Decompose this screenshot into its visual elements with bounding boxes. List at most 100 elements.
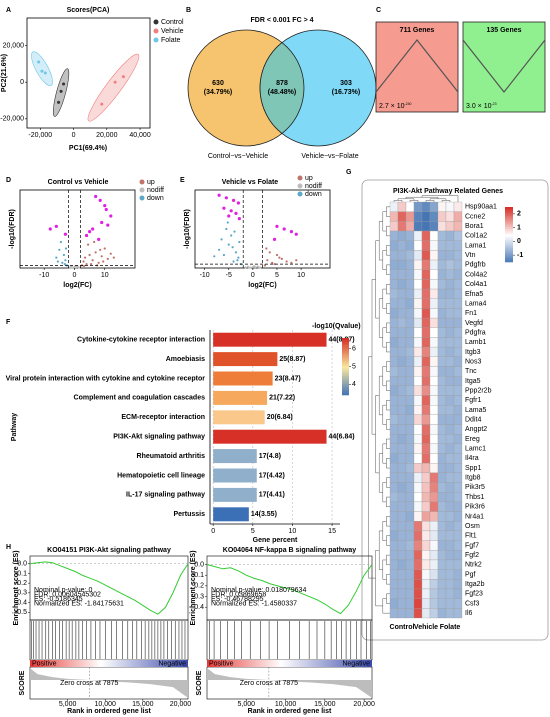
heatmap-cell bbox=[413, 211, 423, 222]
highlight-point bbox=[275, 224, 279, 228]
gene-box bbox=[462, 21, 546, 113]
heatmap-cell bbox=[413, 492, 423, 503]
heatmap-cell bbox=[405, 250, 415, 261]
colorbar-step bbox=[342, 364, 349, 367]
row-label: Itga2b bbox=[465, 581, 485, 588]
chart-title: Scores(PCA) bbox=[67, 7, 110, 14]
heatmap-cell bbox=[445, 288, 455, 299]
dendrogram bbox=[378, 530, 383, 570]
point bbox=[56, 260, 59, 263]
point bbox=[290, 261, 293, 264]
dendrogram bbox=[386, 283, 390, 295]
heatmap-cell bbox=[429, 463, 439, 474]
heatmap-cell bbox=[429, 472, 439, 483]
category-label: Hematopoietic cell lineage bbox=[117, 472, 205, 479]
heatmap-cell bbox=[445, 337, 455, 348]
dendrogram bbox=[382, 211, 387, 232]
heatmap-cell bbox=[413, 356, 423, 367]
highlight-point bbox=[229, 209, 233, 213]
heatmap-cell bbox=[389, 211, 399, 222]
score-area bbox=[30, 668, 188, 698]
row-label: Efna5 bbox=[465, 291, 483, 298]
heatmap-cell bbox=[437, 405, 447, 415]
dendrogram bbox=[425, 200, 435, 202]
highlight-point bbox=[282, 227, 286, 231]
bar bbox=[213, 332, 327, 347]
bar bbox=[213, 390, 268, 405]
heatmap-cell bbox=[445, 463, 455, 474]
colorbar-step bbox=[505, 218, 513, 221]
heatmap-cell bbox=[445, 240, 455, 251]
colorbar-tick-label: 5 bbox=[352, 363, 356, 370]
row-label: Nos3 bbox=[465, 358, 481, 365]
colorbar-step bbox=[505, 238, 513, 241]
point bbox=[93, 240, 96, 244]
heatmap-cell bbox=[421, 211, 431, 222]
point bbox=[36, 60, 41, 64]
heatmap-cell bbox=[445, 298, 455, 309]
row-label: Ccne2 bbox=[465, 213, 485, 220]
heatmap-cell bbox=[445, 588, 455, 599]
heatmap-cell bbox=[397, 453, 407, 464]
heatmap-cell bbox=[413, 250, 423, 261]
point bbox=[70, 266, 74, 269]
colorbar-step bbox=[505, 216, 513, 219]
colorbar-step bbox=[342, 339, 349, 343]
legend-label: down bbox=[147, 195, 164, 202]
legend-swatch bbox=[139, 187, 145, 193]
heatmap-cell bbox=[421, 530, 431, 541]
heatmap-cell bbox=[405, 385, 415, 396]
heatmap-cell bbox=[453, 521, 463, 532]
heatmap-cell bbox=[453, 559, 463, 570]
heatmap-cell bbox=[389, 375, 399, 386]
venn-percent: (34.79%) bbox=[204, 89, 232, 96]
heatmap-cell bbox=[413, 453, 423, 464]
heatmap-cell bbox=[437, 521, 447, 532]
point bbox=[233, 230, 236, 233]
row-label: Pik3r5 bbox=[465, 484, 485, 491]
heatmap-cell bbox=[429, 540, 439, 551]
heatmap-cell bbox=[445, 530, 455, 541]
heatmap-cell bbox=[445, 308, 455, 319]
legend-label: Vehicle bbox=[161, 28, 184, 35]
heatmap-cell bbox=[413, 385, 423, 396]
legend-label: down bbox=[305, 191, 322, 198]
panel-letter: F bbox=[6, 319, 11, 326]
p-value: 2.7 × 10-240 bbox=[379, 102, 412, 110]
y-tick-label: -20,000 bbox=[0, 116, 24, 123]
point bbox=[61, 82, 66, 86]
heatmap-cell bbox=[421, 550, 431, 561]
point bbox=[220, 238, 223, 241]
point bbox=[58, 248, 61, 251]
row-label: Col1a2 bbox=[465, 233, 487, 240]
heatmap-cell bbox=[421, 337, 431, 348]
heatmap-cell bbox=[437, 308, 447, 319]
heatmap-cell bbox=[397, 472, 407, 483]
heatmap-cell bbox=[453, 588, 463, 599]
heatmap-cell bbox=[429, 385, 439, 396]
heatmap-cell bbox=[421, 385, 431, 396]
point bbox=[88, 253, 91, 257]
heatmap-cell bbox=[389, 269, 399, 280]
highlight-point bbox=[104, 207, 108, 212]
row-label: Thbs1 bbox=[465, 494, 485, 501]
heatmap-cell bbox=[453, 443, 463, 454]
heatmap-cell bbox=[437, 337, 447, 348]
heatmap-cell bbox=[389, 414, 399, 425]
heatmap-cell bbox=[405, 598, 415, 609]
x-tick-label: 10,000 bbox=[275, 701, 297, 708]
heatmap-cell bbox=[397, 559, 407, 570]
heatmap-cell bbox=[389, 569, 399, 580]
dendrogram bbox=[382, 521, 387, 541]
heatmap-cell bbox=[405, 356, 415, 367]
point bbox=[232, 260, 235, 263]
heatmap-cell bbox=[389, 356, 399, 367]
heatmap-cell bbox=[421, 366, 431, 377]
heatmap-cell bbox=[429, 598, 439, 609]
heatmap-cell bbox=[397, 511, 407, 522]
point bbox=[244, 266, 247, 269]
venn-percent: (48.48%) bbox=[268, 89, 296, 96]
heatmap-cell bbox=[445, 375, 455, 386]
heatmap-cell bbox=[397, 579, 407, 590]
bar-annotation: 20(6.84) bbox=[267, 414, 293, 421]
